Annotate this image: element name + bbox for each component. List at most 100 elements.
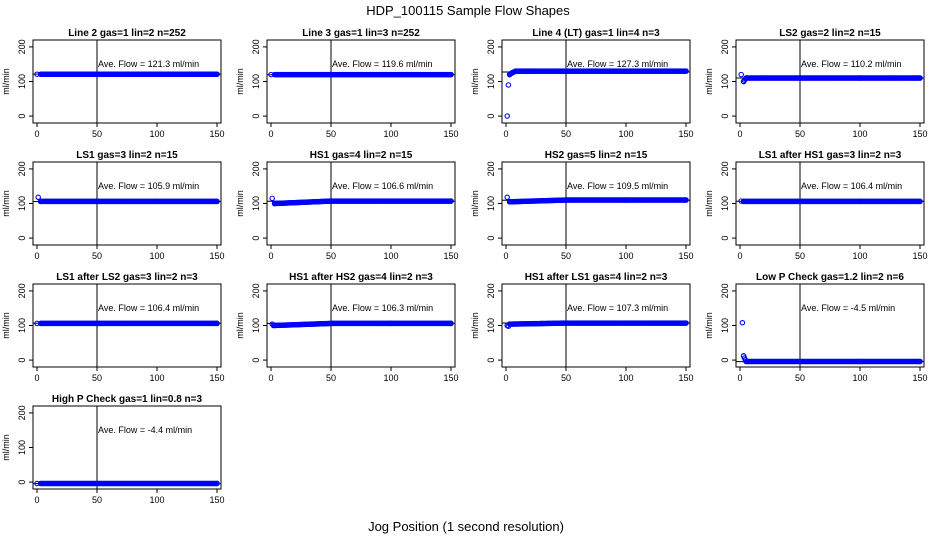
x-tick-label: 100: [383, 129, 398, 139]
data-point: [563, 197, 569, 203]
panel-4: LS2 gas=2 lin=2 n=15 ml/min 0 50 100 150 0 100 2…: [704, 28, 928, 139]
x-tick-label: 0: [34, 373, 39, 383]
panel-title: LS2 gas=2 lin=2 n=15: [779, 28, 881, 39]
y-tick-label: 0: [251, 358, 261, 363]
data-point: [268, 71, 274, 78]
data-point: [623, 68, 629, 74]
data-point: [34, 320, 40, 327]
data-point: [506, 199, 513, 205]
y-tick-label: 200: [251, 283, 261, 298]
x-tick-label: 0: [34, 129, 39, 139]
x-tick-label: 100: [618, 129, 633, 139]
figure-title: HDP_100115 Sample Flow Shapes: [366, 3, 570, 18]
panel-13: High P Check gas=1 lin=0.8 n=3 ml/min 0 50 1…: [1, 394, 225, 505]
x-tick-label: 100: [149, 251, 164, 261]
data-point: [505, 82, 512, 88]
data-point: [623, 320, 629, 326]
data-point: [504, 194, 510, 201]
x-tick-label: 0: [737, 251, 742, 261]
x-tick-label: 100: [149, 129, 164, 139]
x-tick-label: 100: [618, 251, 633, 261]
figure-x-axis-label: Jog Position (1 second resolution): [368, 519, 564, 534]
data-point: [740, 198, 747, 205]
average-flow-annotation: Ave. Flow = 110.2 ml/min: [801, 59, 901, 69]
data-point: [448, 320, 454, 327]
x-tick-label: 150: [912, 373, 927, 383]
data-point: [739, 319, 746, 326]
data-point: [388, 320, 394, 327]
data-point: [270, 322, 277, 329]
x-tick-label: 0: [503, 129, 508, 139]
y-tick-label: 0: [720, 236, 730, 241]
y-tick-label: 0: [251, 114, 261, 119]
data-point: [563, 320, 569, 326]
x-tick-label: 100: [852, 251, 867, 261]
y-tick-label: 100: [720, 196, 730, 211]
data-point: [797, 358, 803, 365]
panel-title: Low P Check gas=1.2 lin=2 n=6: [756, 272, 904, 283]
data-point: [214, 480, 220, 487]
average-flow-annotation: Ave. Flow = 119.6 ml/min: [332, 59, 432, 69]
x-tick-label: 150: [209, 495, 224, 505]
x-tick-label: 0: [268, 373, 273, 383]
y-axis-label: ml/min: [1, 434, 11, 461]
panels-grid: Line 2 gas=1 lin=2 n=252 ml/min 0 50 100 150 0…: [1, 28, 928, 505]
y-tick-label: 0: [251, 236, 261, 241]
data-point: [328, 198, 334, 204]
panel-6: HS1 gas=4 lin=2 n=15 ml/min 0 50 100 150 0 100 2…: [235, 150, 459, 261]
average-flow-annotation: Ave. Flow = -4.5 ml/min: [801, 303, 895, 313]
panel-7: HS2 gas=5 lin=2 n=15 ml/min 0 50 100 150 0 100 2…: [470, 150, 694, 261]
y-axis-label: ml/min: [470, 190, 480, 217]
average-flow-annotation: Ave. Flow = 106.4 ml/min: [98, 303, 199, 313]
data-point: [517, 68, 524, 74]
panel-5: LS1 gas=3 lin=2 n=15 ml/min 0 50 100 150 0 100 2…: [1, 150, 225, 261]
data-point: [94, 198, 100, 205]
panel-title: High P Check gas=1 lin=0.8 n=3: [52, 394, 203, 405]
data-point: [797, 75, 803, 81]
y-axis-label: ml/min: [704, 68, 714, 95]
y-tick-label: 0: [17, 114, 27, 119]
y-axis-label: ml/min: [235, 68, 245, 95]
y-tick-label: 100: [17, 318, 27, 333]
y-axis-label: ml/min: [704, 312, 714, 339]
y-tick-label: 200: [720, 283, 730, 298]
y-tick-label: 100: [486, 318, 496, 333]
y-axis-label: ml/min: [235, 190, 245, 217]
data-point: [917, 358, 923, 365]
y-tick-label: 0: [486, 236, 496, 241]
y-tick-label: 100: [17, 440, 27, 455]
data-point: [527, 68, 533, 74]
x-tick-label: 0: [737, 129, 742, 139]
panel-title: LS1 gas=3 lin=2 n=15: [76, 150, 178, 161]
x-tick-label: 0: [503, 251, 508, 261]
y-tick-label: 100: [720, 74, 730, 89]
average-flow-annotation: Ave. Flow = 105.9 ml/min: [98, 181, 199, 191]
x-tick-label: 50: [561, 129, 571, 139]
x-tick-label: 150: [443, 251, 458, 261]
y-tick-label: 0: [720, 358, 730, 363]
data-point: [683, 68, 689, 74]
x-tick-label: 0: [34, 251, 39, 261]
data-point: [506, 321, 513, 327]
data-point: [214, 198, 220, 205]
data-point: [797, 198, 803, 205]
data-point: [857, 358, 863, 365]
data-point: [683, 320, 689, 326]
x-tick-label: 150: [443, 373, 458, 383]
average-flow-annotation: Ave. Flow = 109.5 ml/min: [567, 181, 668, 191]
y-tick-label: 200: [720, 39, 730, 54]
data-point: [34, 480, 40, 487]
x-tick-label: 50: [795, 373, 805, 383]
data-point: [743, 75, 749, 81]
y-axis-label: ml/min: [470, 312, 480, 339]
panel-title: HS1 gas=4 lin=2 n=15: [310, 150, 413, 161]
x-tick-label: 50: [561, 373, 571, 383]
x-tick-label: 150: [209, 129, 224, 139]
x-tick-label: 50: [92, 373, 102, 383]
panel-title: HS1 after HS2 gas=4 lin=2 n=3: [289, 272, 433, 283]
data-point: [388, 198, 394, 204]
y-tick-label: 100: [251, 74, 261, 89]
data-point: [738, 198, 744, 204]
y-tick-label: 100: [251, 318, 261, 333]
